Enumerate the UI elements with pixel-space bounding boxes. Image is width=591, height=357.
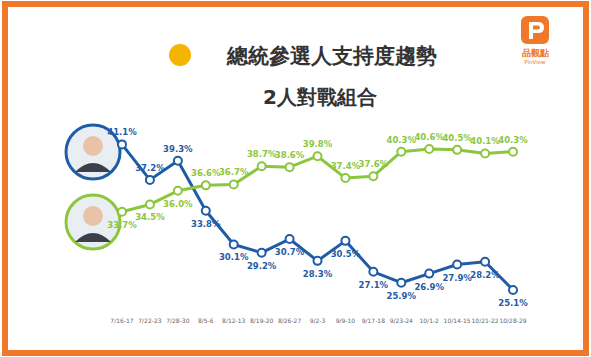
point xyxy=(369,172,377,180)
data-label: 33.7% xyxy=(107,220,137,230)
point xyxy=(425,270,433,278)
point xyxy=(202,181,210,189)
point xyxy=(174,157,182,165)
logo-subtext: PinView xyxy=(524,59,546,65)
data-label: 28.3% xyxy=(303,269,333,279)
point xyxy=(258,249,266,257)
x-tick-label: 10/14-15 xyxy=(444,317,471,324)
data-label: 30.5% xyxy=(331,249,361,259)
point xyxy=(453,146,461,154)
data-label: 38.6% xyxy=(275,150,305,160)
point xyxy=(369,268,377,276)
data-label: 36.7% xyxy=(219,167,249,177)
point xyxy=(425,145,433,153)
data-label: 26.9% xyxy=(414,282,444,292)
point xyxy=(230,240,238,248)
point xyxy=(286,235,294,243)
point xyxy=(341,174,349,182)
point xyxy=(118,208,126,216)
x-tick-label: 8/5-6 xyxy=(198,317,214,324)
x-tick-label: 9/2-3 xyxy=(310,317,326,324)
x-tick-label: 10/21-22 xyxy=(472,317,499,324)
subtitle: 2人對戰組合 xyxy=(263,85,377,109)
data-label: 40.6% xyxy=(414,132,444,142)
data-label: 41.1% xyxy=(107,127,137,137)
portrait-body xyxy=(75,163,111,172)
point xyxy=(146,176,154,184)
portrait-body xyxy=(75,233,111,242)
data-label: 36.6% xyxy=(191,168,221,178)
logo-text: 品觀點 xyxy=(522,48,549,58)
data-label: 34.5% xyxy=(135,212,165,222)
point xyxy=(341,237,349,245)
point xyxy=(286,163,294,171)
x-tick-label: 10/28-29 xyxy=(499,317,526,324)
data-label: 40.3% xyxy=(498,135,528,145)
data-label: 30.1% xyxy=(219,252,249,262)
point xyxy=(118,140,126,148)
point xyxy=(509,286,517,294)
plot-area xyxy=(118,140,517,294)
point xyxy=(481,258,489,266)
x-tick-label: 8/12-13 xyxy=(222,317,245,324)
data-label: 40.3% xyxy=(387,135,417,145)
data-label: 39.3% xyxy=(163,144,193,154)
point xyxy=(314,257,322,265)
data-label: 25.9% xyxy=(387,291,417,301)
logo-badge xyxy=(521,16,549,44)
x-tick-label: 8/19-20 xyxy=(250,317,273,324)
x-tick-label: 7/22-23 xyxy=(138,317,161,324)
data-label: 36.0% xyxy=(163,199,193,209)
data-label: 37.6% xyxy=(359,159,389,169)
portrait-head xyxy=(83,136,103,156)
portrait-head xyxy=(83,206,103,226)
x-tick-label: 7/16-17 xyxy=(110,317,133,324)
data-label: 28.2% xyxy=(470,270,500,280)
point xyxy=(397,148,405,156)
x-tick-label: 10/1-2 xyxy=(419,317,439,324)
title-dot xyxy=(169,44,191,66)
data-label: 38.7% xyxy=(247,149,277,159)
point xyxy=(258,162,266,170)
point xyxy=(314,152,322,160)
x-tick-label: 7/28-30 xyxy=(166,317,189,324)
point xyxy=(397,279,405,287)
series-line xyxy=(122,144,513,290)
point xyxy=(146,200,154,208)
point xyxy=(230,180,238,188)
data-label: 27.9% xyxy=(442,273,472,283)
data-label: 40.1% xyxy=(470,136,500,146)
point xyxy=(453,261,461,269)
point xyxy=(202,207,210,215)
logo-mark xyxy=(529,22,544,39)
series-line xyxy=(122,149,513,212)
point xyxy=(174,187,182,195)
data-label: 39.8% xyxy=(303,139,333,149)
x-tick-label: 9/17-18 xyxy=(362,317,385,324)
x-tick-label: 9/9-10 xyxy=(336,317,356,324)
data-label: 33.8% xyxy=(191,219,221,229)
logo: 品觀點PinView xyxy=(521,16,549,65)
data-label: 37.2% xyxy=(135,163,165,173)
x-tick-label: 8/26-27 xyxy=(278,317,301,324)
point xyxy=(481,149,489,157)
point xyxy=(509,148,517,156)
data-label: 37.4% xyxy=(331,161,361,171)
data-label: 29.2% xyxy=(247,261,277,271)
frame xyxy=(5,4,586,353)
data-label: 27.1% xyxy=(359,280,389,290)
chart: 總統參選人支持度趨勢 2人對戰組合 品觀點PinView 7/16-17 7/22-23… xyxy=(0,0,591,357)
data-label: 25.1% xyxy=(498,298,528,308)
data-labels: 41.1% 37.2% 39.3% 33.8% 30.1%29.2% 30.7% 28.3%… xyxy=(107,127,528,308)
x-tick-label: 9/23-24 xyxy=(390,317,413,324)
title: 總統參選人支持度趨勢 xyxy=(226,44,437,68)
data-label: 40.5% xyxy=(442,133,472,143)
data-label: 30.7% xyxy=(275,247,305,257)
